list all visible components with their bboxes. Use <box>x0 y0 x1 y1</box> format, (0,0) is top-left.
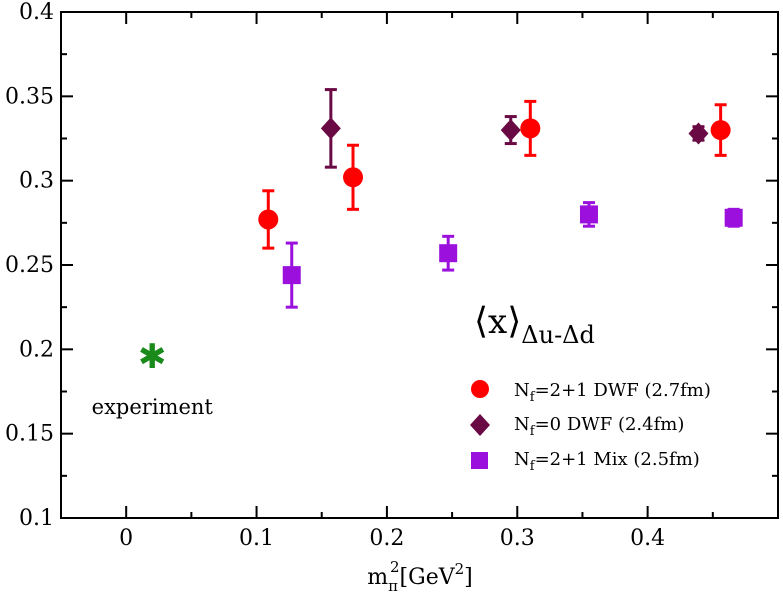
x-tick-label: 0.2 <box>369 526 404 551</box>
experiment-label: experiment <box>92 395 214 419</box>
annotation-x-delta-u-delta-d: ⟨x⟩Δu-Δd <box>474 301 595 349</box>
legend-label-2-sub: f <box>530 459 536 474</box>
legend-label-1-sub: f <box>530 424 536 439</box>
y-tick-label: 0.1 <box>19 506 54 531</box>
legend-label-0: Nf=2+1 DWF (2.7fm) <box>514 380 711 405</box>
data-point-circle <box>520 118 541 139</box>
x-axis-label-unit-sup: 2 <box>455 560 465 578</box>
legend-label-2-rest: =2+1 Mix (2.5fm) <box>535 449 700 470</box>
y-tick-label: 0.3 <box>19 169 54 194</box>
data-point-circle <box>258 209 279 230</box>
plot-frame <box>60 11 779 519</box>
x-tick-label: 0 <box>119 526 133 551</box>
x-tick-labels: 0 0.1 0.2 0.3 0.4 <box>119 526 665 551</box>
x-tick-label: 0.3 <box>500 526 535 551</box>
legend-marker-diamond <box>470 414 490 436</box>
experiment-star: ✱ <box>138 337 167 377</box>
x-tick-label: 0.1 <box>239 526 274 551</box>
x-axis-label: mπ2[GeV2] <box>367 558 473 595</box>
y-tick-label: 0.35 <box>5 84 54 109</box>
legend-label-0-main: N <box>514 380 530 401</box>
data-point-diamond <box>320 117 341 140</box>
annotation-sub: Δu-Δd <box>521 321 595 349</box>
annotation-var: x <box>488 302 507 342</box>
x-axis-label-sup: 2 <box>390 558 400 576</box>
legend-label-0-rest: =2+1 DWF (2.7fm) <box>535 380 711 401</box>
axis-ticks <box>60 11 779 519</box>
legend-label-1: Nf=0 DWF (2.4fm) <box>514 414 684 439</box>
data-markers <box>258 88 743 309</box>
annotation-close-bracket: ⟩ <box>507 301 521 342</box>
y-tick-label: 0.4 <box>19 0 54 25</box>
y-tick-label: 0.25 <box>5 253 54 278</box>
legend-label-0-sub: f <box>530 390 536 405</box>
data-point-square <box>724 208 743 227</box>
data-point-diamond <box>688 122 709 145</box>
data-point-diamond <box>500 119 521 142</box>
y-tick-labels: 0.1 0.15 0.2 0.25 0.3 0.35 0.4 <box>5 0 54 531</box>
legend-label-1-main: N <box>514 414 530 435</box>
legend-label-2-main: N <box>514 449 530 470</box>
x-axis-label-base: m <box>367 565 388 590</box>
x-axis-label-sub: π <box>388 577 398 595</box>
legend-marker-square <box>471 452 488 469</box>
data-point-square <box>439 244 458 263</box>
y-tick-label: 0.2 <box>19 337 54 362</box>
data-point-square <box>579 205 598 224</box>
data-point-circle <box>710 120 731 141</box>
annotation-open-bracket: ⟨ <box>474 301 488 342</box>
legend-label-1-rest: =0 DWF (2.4fm) <box>535 414 685 435</box>
x-axis-label-unit-end: ] <box>464 565 473 590</box>
x-tick-label: 0.4 <box>630 526 665 551</box>
legend-label-2: Nf=2+1 Mix (2.5fm) <box>514 449 700 474</box>
data-point-square <box>282 266 301 285</box>
legend-marker-circle <box>471 380 489 398</box>
y-tick-label: 0.15 <box>5 422 54 447</box>
experiment-marker-group: ✱ experiment <box>92 337 214 419</box>
data-point-circle <box>343 167 364 188</box>
x-axis-label-unit: [GeV <box>400 565 456 590</box>
legend: Nf=2+1 DWF (2.7fm) Nf=0 DWF (2.4fm) Nf=2… <box>470 380 711 474</box>
